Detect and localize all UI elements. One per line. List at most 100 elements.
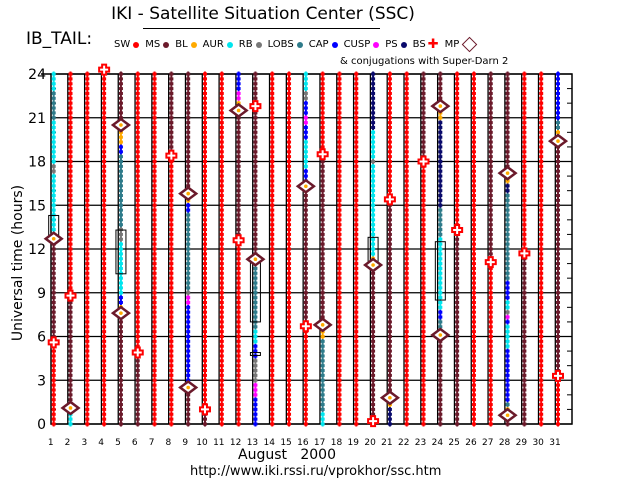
region-dot-sw xyxy=(422,377,425,383)
region-dot-ms xyxy=(187,154,190,160)
region-dot-sw xyxy=(136,295,139,301)
region-dot-ms xyxy=(187,163,190,169)
region-dot-sw xyxy=(153,416,156,422)
region-dot-sw xyxy=(271,241,274,247)
region-dot-ms xyxy=(254,71,257,77)
mp-center-dot xyxy=(253,257,258,262)
region-dot-ms xyxy=(237,120,240,126)
region-dot-ms xyxy=(456,377,459,383)
region-dot-sw xyxy=(136,188,139,194)
region-dot-ms xyxy=(557,280,559,286)
region-dot-ms xyxy=(321,309,324,315)
region-dot-ms xyxy=(557,270,559,276)
region-dot-ms xyxy=(456,372,459,378)
region-dot-ms xyxy=(523,285,526,291)
region-dot-ms xyxy=(422,105,425,111)
region-dot-aur xyxy=(52,71,55,77)
region-dot-sw xyxy=(422,314,425,320)
region-dot-aur xyxy=(321,411,324,417)
region-dot-sw xyxy=(52,353,55,359)
region-dot-sw xyxy=(220,329,223,335)
region-dot-sw xyxy=(405,71,408,77)
region-dot-ms xyxy=(388,329,391,335)
region-dot-sw xyxy=(103,76,106,82)
region-dot-aur xyxy=(254,334,257,339)
region-dot-ms xyxy=(304,236,307,242)
region-dot-rb xyxy=(372,159,375,164)
region-dot-sw xyxy=(422,416,425,422)
region-dot-sw xyxy=(271,227,274,233)
region-dot-sw xyxy=(338,231,341,237)
region-dot-sw xyxy=(271,120,274,126)
region-dot-sw xyxy=(103,86,106,92)
region-dot-ms xyxy=(489,134,492,140)
region-dot-aur xyxy=(439,285,442,291)
region-dot-ms xyxy=(489,100,492,106)
region-dot-sw xyxy=(489,285,492,291)
region-dot-ms xyxy=(388,231,391,237)
region-dot-sw xyxy=(86,251,89,257)
region-dot-sw xyxy=(203,387,206,393)
region-dot-ms xyxy=(237,193,240,199)
region-dot-sw xyxy=(422,358,425,364)
region-dot-ms xyxy=(557,251,559,257)
region-dot-ms xyxy=(388,304,391,310)
region-dot-lobs xyxy=(52,110,55,116)
region-dot-sw xyxy=(304,411,307,417)
region-dot-aur xyxy=(439,236,442,242)
region-dot-ms xyxy=(489,144,492,150)
region-dot-sw xyxy=(86,353,89,359)
region-dot-sw xyxy=(338,129,341,135)
region-dot-sw xyxy=(271,382,274,388)
region-dot-sw xyxy=(338,115,341,121)
x-tick-label: 23 xyxy=(415,438,426,448)
region-dot-ms xyxy=(388,299,391,305)
region-dot-ms xyxy=(489,120,492,126)
region-dot-sw xyxy=(203,163,206,169)
legend-dot-icon xyxy=(255,41,262,48)
region-dot-sw xyxy=(170,295,173,301)
region-dot-ms xyxy=(372,402,375,408)
region-dot-ms xyxy=(52,270,55,276)
region-dot-ms xyxy=(456,358,459,364)
legend: SW MS BL AUR RB LOBS CAP CUSP PS BS ✚ MP xyxy=(114,36,481,53)
region-dot-ms xyxy=(119,81,122,87)
region-dot-sw xyxy=(523,163,526,169)
region-dot-ms xyxy=(187,421,190,427)
region-dot-sw xyxy=(321,110,324,116)
region-dot-sw xyxy=(69,261,72,267)
region-dot-ms xyxy=(388,270,391,276)
region-dot-cap xyxy=(304,105,307,111)
region-dot-aur xyxy=(119,246,122,252)
region-dot-ms xyxy=(237,227,240,233)
region-dot-sw xyxy=(271,280,274,286)
region-dot-sw xyxy=(271,363,274,369)
region-dot-sw xyxy=(271,202,274,208)
region-dot-sw xyxy=(153,222,156,228)
region-dot-ms xyxy=(506,105,509,111)
region-dot-sw xyxy=(86,382,89,388)
region-dot-ms xyxy=(557,299,559,305)
region-dot-sw xyxy=(472,353,475,359)
region-dot-ms xyxy=(456,416,459,422)
region-dot-ms xyxy=(254,183,257,189)
region-dot-sw xyxy=(523,120,526,126)
region-dot-cap xyxy=(187,372,190,378)
region-dot-sw xyxy=(523,90,526,96)
region-dot-sw xyxy=(153,246,156,252)
region-dot-sw xyxy=(170,309,173,315)
region-dot-lobs xyxy=(119,207,122,213)
legend-dot-icon xyxy=(373,41,380,48)
region-dot-sw xyxy=(456,86,459,92)
region-dot-sw xyxy=(153,290,156,296)
region-dot-sw xyxy=(338,81,341,87)
region-dot-cap xyxy=(254,411,257,417)
region-dot-aur xyxy=(119,275,122,281)
mp-center-dot xyxy=(438,333,443,337)
region-dot-ms xyxy=(187,183,190,189)
region-dot-sw xyxy=(288,241,291,247)
x-tick-label: 21 xyxy=(381,438,392,448)
region-dot-ms xyxy=(372,285,375,291)
region-dot-sw xyxy=(523,227,526,233)
region-dot-cap xyxy=(187,324,190,330)
